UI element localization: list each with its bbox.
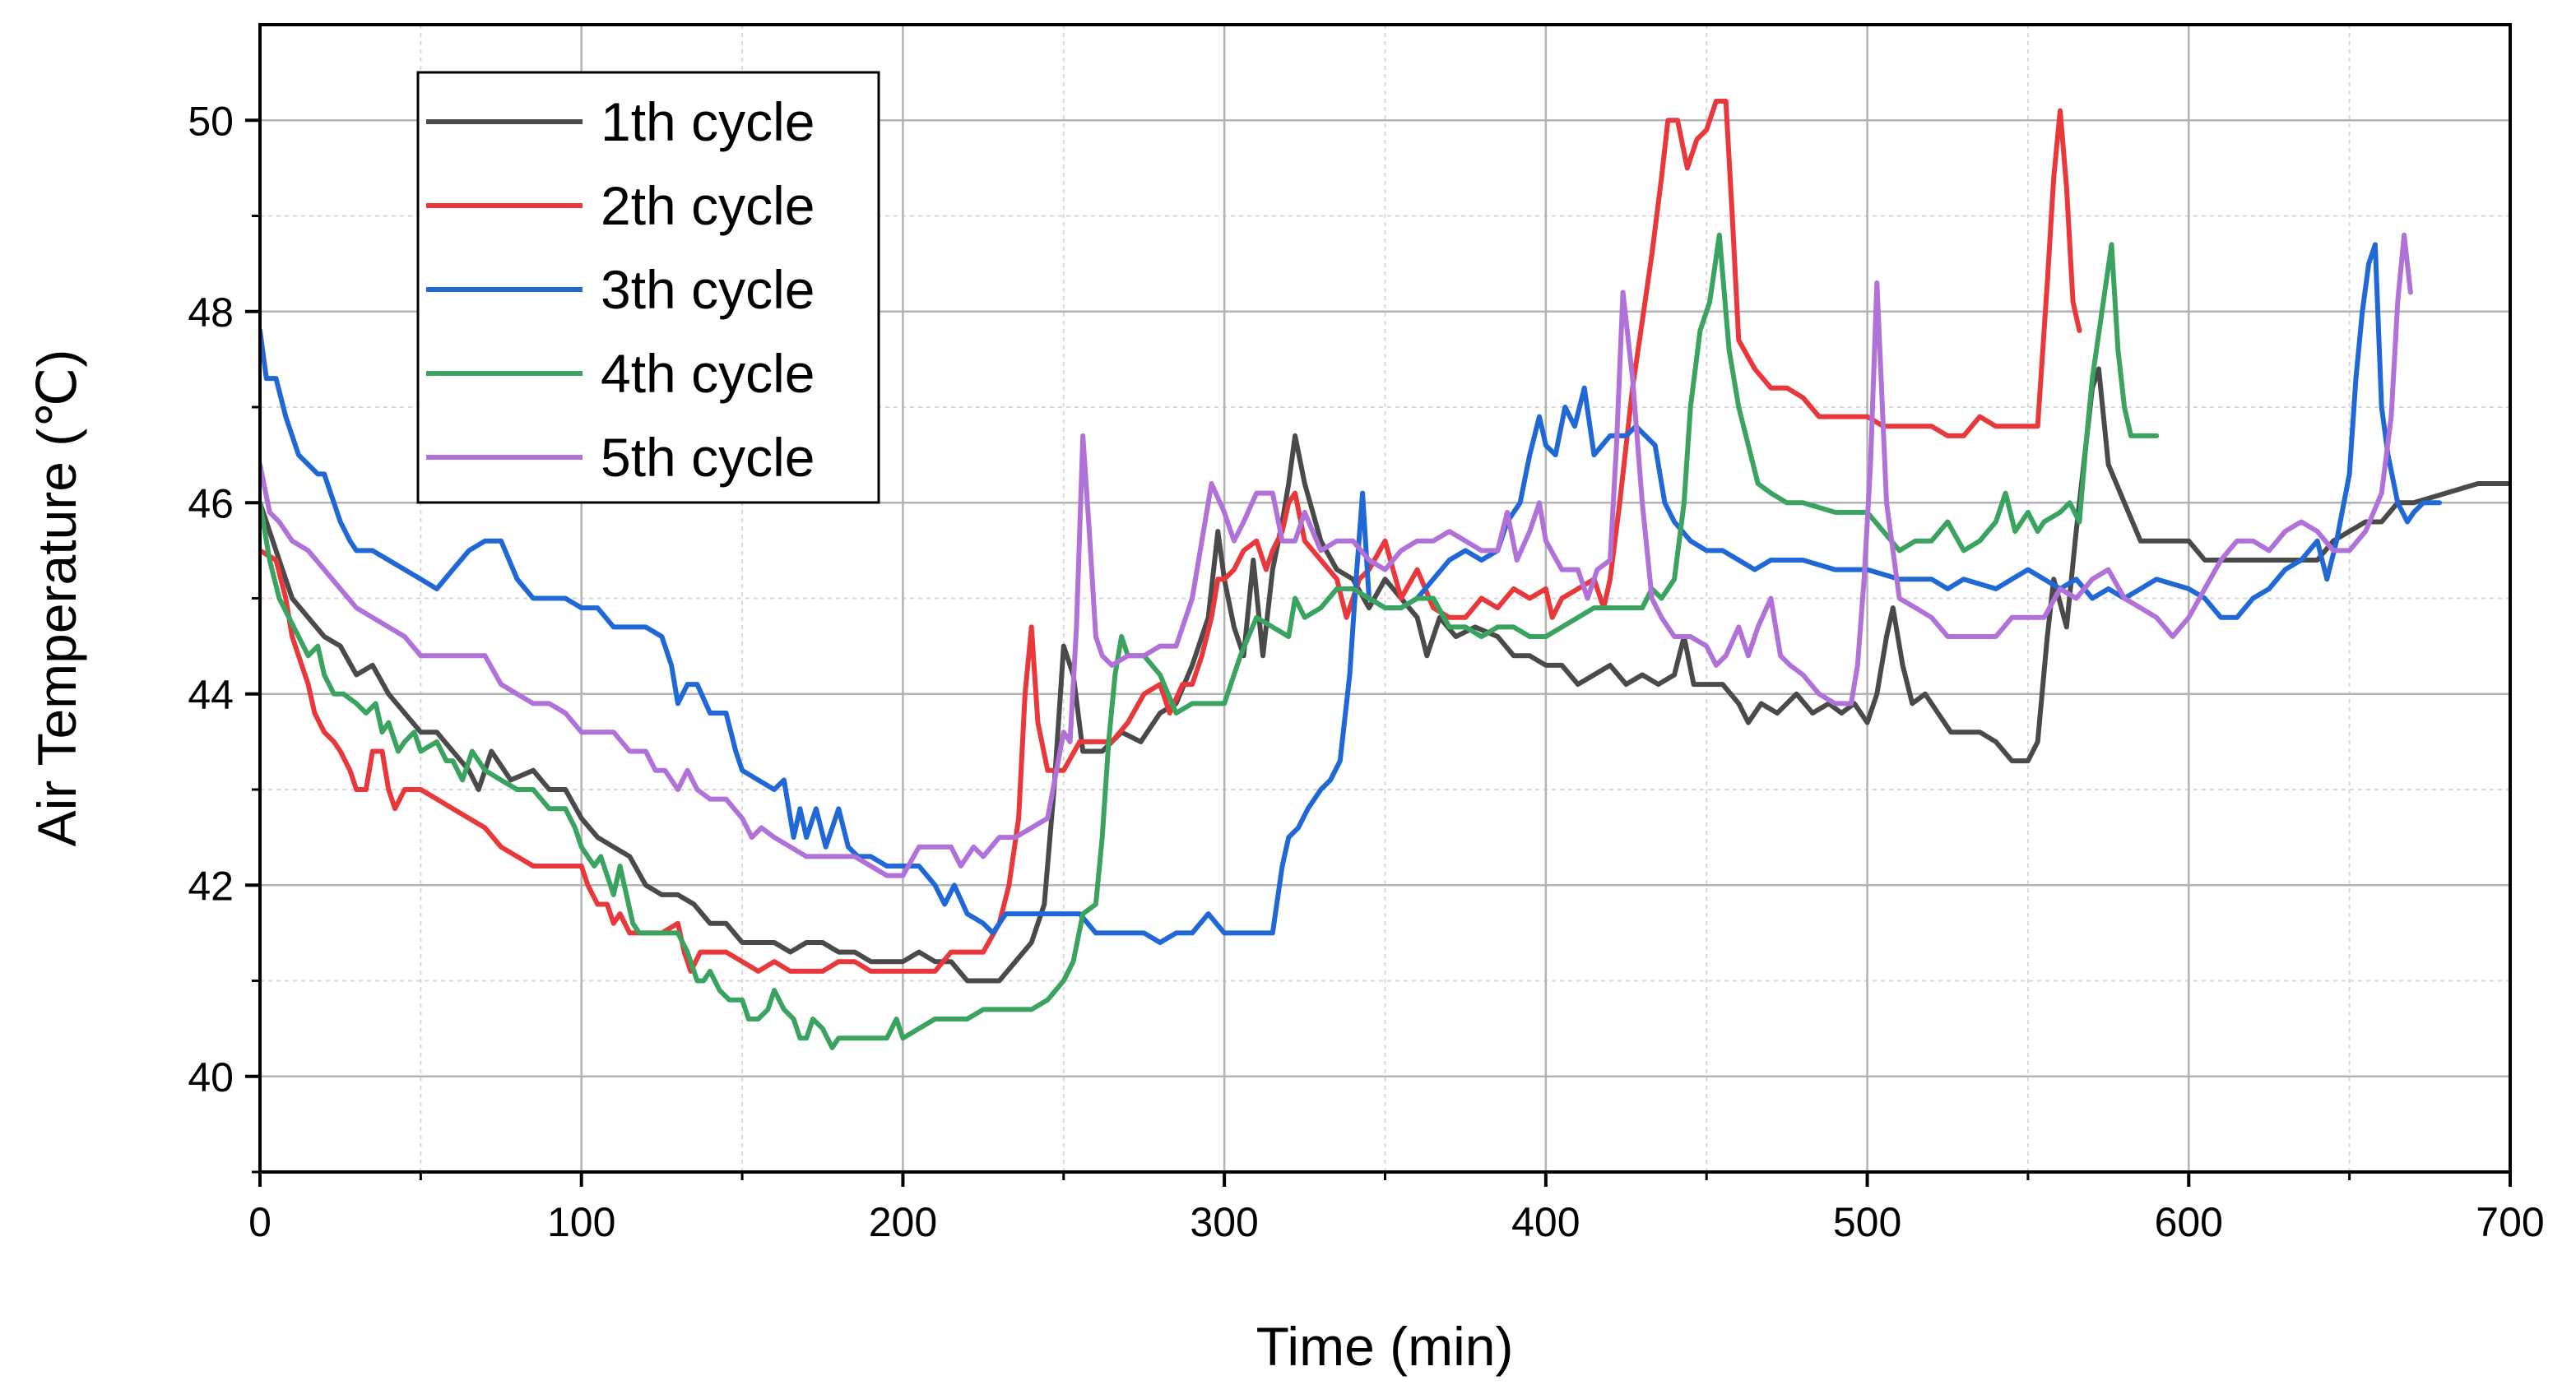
axis-tick-labels: 0 100 200 300 400 500 600 700 40 42 44 46 48 50: [188, 98, 2544, 1245]
x-axis-title: Time (min): [1256, 1316, 1514, 1377]
legend-label-4: 4th cycle: [601, 343, 815, 404]
y-tick-label: 44: [188, 672, 234, 718]
x-tick-label: 200: [869, 1199, 937, 1245]
x-tick-label: 300: [1190, 1199, 1258, 1245]
series-line-3: [260, 242, 2442, 945]
x-tick-label: 400: [1511, 1199, 1580, 1245]
y-tick-label: 40: [188, 1054, 234, 1100]
series-line-1: [260, 366, 2510, 984]
y-tick-label: 50: [188, 98, 234, 144]
x-tick-label: 500: [1833, 1199, 1901, 1245]
x-tick-label: 700: [2476, 1199, 2544, 1245]
x-tick-label: 0: [248, 1199, 272, 1245]
legend-label-5: 5th cycle: [601, 427, 815, 488]
y-tick-label: 46: [188, 480, 234, 526]
series-group: [260, 99, 2510, 1050]
legend: 1th cycle 2th cycle 3th cycle 4th cycle 5th …: [416, 71, 880, 504]
x-tick-label: 600: [2155, 1199, 2223, 1245]
series-line-2: [260, 99, 2082, 974]
y-tick-label: 48: [188, 290, 234, 336]
x-tick-label: 100: [547, 1199, 615, 1245]
legend-label-2: 2th cycle: [601, 175, 815, 236]
series-line-5: [260, 232, 2413, 878]
series-line-4: [260, 232, 2160, 1050]
y-tick-label: 42: [188, 863, 234, 909]
axis-ticks: [245, 118, 2512, 1187]
legend-label-3: 3th cycle: [601, 259, 815, 320]
legend-label-1: 1th cycle: [601, 91, 815, 152]
y-axis-title: Air Temperature (℃): [26, 350, 87, 847]
